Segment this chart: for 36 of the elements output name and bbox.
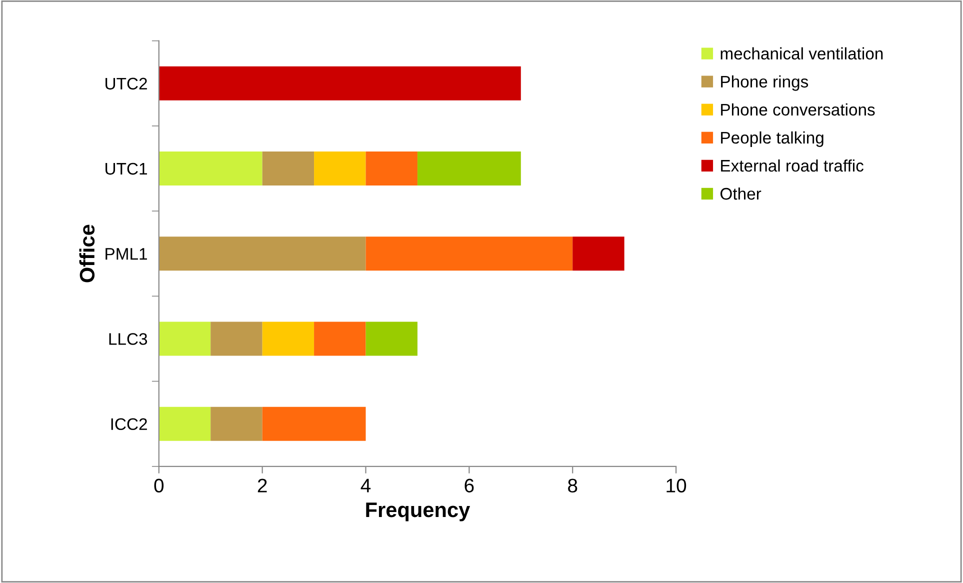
bar — [158, 406, 211, 441]
legend-label: mechanical ventilation — [720, 47, 883, 60]
legend-label: External road traffic — [721, 159, 864, 172]
bar — [366, 236, 573, 271]
bar — [366, 322, 418, 356]
x-tick-label: 6 — [464, 478, 474, 492]
x-tick-label: 4 — [360, 478, 371, 492]
bar — [158, 322, 211, 356]
y-tick-label: ICC2 — [111, 418, 147, 430]
bar — [210, 406, 262, 441]
x-tick-label: 2 — [258, 478, 267, 492]
bar — [262, 322, 314, 356]
bar — [314, 151, 366, 186]
bar — [262, 406, 366, 441]
bar — [210, 322, 262, 356]
bar — [314, 322, 366, 356]
bar — [417, 151, 521, 186]
y-axis-title: Office — [79, 224, 95, 282]
y-tick-label: PML1 — [106, 248, 147, 260]
legend-label: Phone rings — [721, 75, 808, 91]
legend-label: Phone conversations — [721, 103, 875, 116]
legend-label: Other — [720, 187, 762, 200]
y-tick-label: UTC2 — [106, 78, 147, 90]
x-axis-title: Frequency — [366, 502, 470, 522]
y-tick-label: UTC1 — [106, 162, 147, 175]
bar — [262, 151, 314, 186]
bar — [366, 151, 418, 186]
bar — [158, 66, 521, 100]
bar — [158, 151, 262, 186]
x-tick-label: 10 — [666, 478, 686, 492]
legend-label: People talking — [721, 131, 824, 147]
bar — [572, 236, 624, 271]
x-tick-label: 0 — [154, 478, 164, 492]
bar — [158, 236, 366, 271]
x-tick-label: 8 — [568, 478, 578, 492]
y-tick-label: LLC3 — [109, 333, 148, 345]
